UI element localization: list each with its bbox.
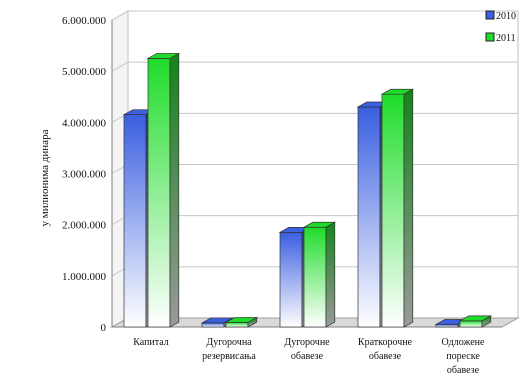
gridline <box>111 61 518 72</box>
y-tick-labels: 0 1.000.000 2.000.000 3.000.000 4.000.000 5.0… <box>62 15 107 334</box>
bar-front <box>357 106 381 328</box>
bar-2011-4 <box>458 315 493 328</box>
y-tick-label: 3.000.000 <box>62 169 107 181</box>
bar-2011-3 <box>380 88 415 328</box>
bar-2011-0 <box>146 52 181 328</box>
bar-side <box>403 88 414 328</box>
category-label: Краткорочне обавезе <box>358 337 413 362</box>
y-tick-label: 4.000.000 <box>62 117 107 129</box>
legend: 2010 2011 <box>485 10 516 44</box>
legend-entry: 2011 <box>496 33 516 44</box>
bar-front <box>279 231 303 328</box>
bar-front <box>123 114 147 328</box>
bar-front <box>435 324 459 328</box>
y-tick-label: 0 <box>101 322 107 334</box>
legend-swatch <box>485 10 495 20</box>
bar-side <box>481 315 492 328</box>
bar-front <box>147 58 171 328</box>
gridline <box>111 10 518 21</box>
bars <box>122 52 493 328</box>
category-label: Дугорочна резервисања <box>202 337 256 362</box>
y-axis-label: у милионима динара <box>39 129 51 226</box>
legend-swatch <box>485 32 495 42</box>
bar-front <box>201 322 225 328</box>
bar-side <box>169 52 180 328</box>
bar-2011-1 <box>224 316 259 328</box>
bar-side <box>247 316 258 328</box>
category-label: Дугорочне обавезе <box>284 337 330 362</box>
y-tick-label: 6.000.000 <box>62 15 107 27</box>
y-tick-label: 2.000.000 <box>62 220 107 232</box>
bar-front <box>459 320 483 328</box>
category-label: Одложене пореске обавезе <box>442 337 485 376</box>
y-tick-label: 5.000.000 <box>62 66 107 78</box>
legend-entry: 2010 <box>496 11 516 22</box>
bar-front <box>225 322 249 328</box>
bar-side <box>325 221 336 328</box>
bar-2011-2 <box>302 221 337 328</box>
bar-front <box>381 93 405 328</box>
y-tick-label: 1.000.000 <box>62 271 107 283</box>
category-labels: Капитал Дугорочна резервисања Дугорочне обав… <box>133 337 485 376</box>
bar-front <box>303 226 327 328</box>
category-label: Капитал <box>133 337 169 348</box>
